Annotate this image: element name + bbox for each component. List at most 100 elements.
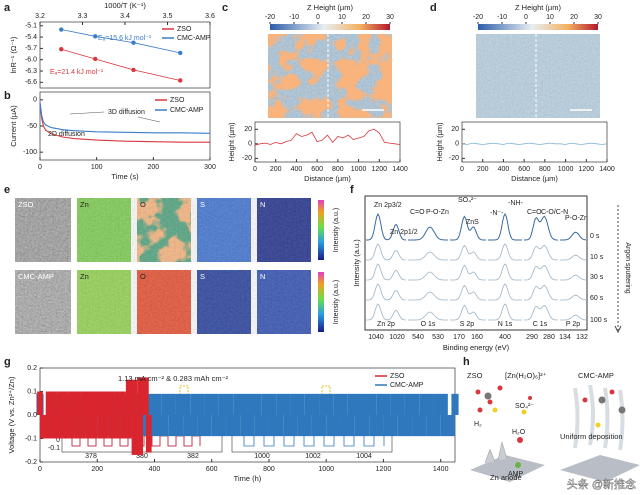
spectrum: [450, 264, 486, 281]
data-line: [254, 128, 401, 146]
bar: [161, 393, 176, 415]
x-tick-label: 530: [432, 334, 444, 341]
bar: [290, 393, 305, 415]
data-point: [59, 46, 64, 52]
bar: [125, 379, 138, 415]
spectrum: [366, 303, 407, 321]
bar: [440, 415, 455, 437]
spectrum: [488, 303, 522, 321]
annotation: 1.13 mA cm⁻² & 0.283 mAh cm⁻²: [118, 374, 229, 383]
colorbar-tick-label: -10: [289, 14, 299, 21]
x-axis-label: Distance (µm): [304, 174, 351, 183]
bar: [168, 415, 184, 437]
inset-tick-label: 1000: [254, 453, 270, 460]
spectrum: [524, 215, 558, 241]
bar: [297, 415, 312, 437]
inset-tick-label: 1002: [305, 453, 321, 460]
colorbar: [318, 272, 324, 332]
bar: [276, 393, 291, 415]
x-tick-label: 600: [311, 166, 323, 173]
x-axis-label: Distance (µm): [511, 174, 558, 183]
y-tick-label: -20: [449, 155, 459, 162]
colorbar: [270, 24, 390, 30]
bar: [218, 393, 234, 415]
spectrum: [560, 254, 586, 261]
bar: [91, 391, 103, 415]
zn-anode: [470, 455, 545, 482]
bar: [390, 393, 405, 415]
schematic-label: [Zn(H₂O)₆]²⁺: [505, 371, 547, 380]
bar: [51, 415, 63, 439]
x-tick-label: 3.4: [120, 13, 130, 20]
schematic-label: SO₄²⁻: [515, 403, 534, 410]
spectrum: [524, 245, 558, 261]
bar: [154, 415, 169, 437]
bar: [397, 415, 413, 437]
bar: [347, 393, 362, 415]
annotation: 2D diffusion: [48, 131, 85, 138]
colorbar-tick-label: 20: [570, 14, 578, 21]
spectrum: [450, 244, 486, 261]
y-tick-label: 20: [451, 126, 459, 133]
bar: [102, 391, 115, 415]
time-label: 60 s: [590, 295, 604, 302]
bar: [247, 393, 262, 415]
bar: [369, 415, 384, 437]
bar: [268, 415, 284, 437]
panel-label: h: [463, 356, 470, 368]
map-label: N: [260, 200, 265, 209]
colorbar-title: Z Height (µm): [515, 3, 561, 12]
spectrum: [560, 231, 587, 241]
x-tick-label: 600: [206, 466, 218, 473]
annotation: Eₐ=15.6 kJ mol⁻¹: [98, 35, 152, 42]
spectrum: [366, 212, 407, 241]
colorbar-tick-label: 0: [524, 14, 528, 21]
y-tick-label: -0.1: [25, 435, 37, 442]
y-tick-label: -50: [27, 123, 37, 130]
panel-label: f: [350, 184, 354, 196]
y-tick-label: -6.0: [25, 57, 37, 64]
x-tick-label: 800: [263, 466, 275, 473]
inset-tick-label: 1004: [356, 453, 372, 460]
bar: [211, 415, 227, 437]
x-tick-label: 200: [270, 166, 282, 173]
map-label: O: [140, 200, 146, 209]
schematic-label: H₂: [474, 421, 482, 428]
schematic-label: H₂O: [512, 429, 526, 436]
bar: [57, 391, 69, 415]
peak-label: C=O: [410, 209, 425, 216]
peak-label: ZnS: [466, 219, 479, 226]
spectrum: [408, 226, 448, 241]
x-tick-label: 170: [453, 334, 465, 341]
region-label: O 1s: [421, 321, 436, 328]
map-texture: [77, 198, 311, 262]
time-label: 100 s: [590, 317, 608, 324]
bar: [145, 415, 152, 453]
region-label: N 1s: [498, 321, 513, 328]
y-tick-label: 20: [244, 126, 252, 133]
bar: [120, 415, 132, 439]
y-tick-label: -6.6: [25, 79, 37, 86]
bar: [340, 415, 355, 437]
bar: [304, 393, 320, 415]
amp: [515, 462, 521, 468]
bar: [226, 415, 241, 437]
legend-label: CMC-AMP: [177, 35, 211, 42]
bar: [204, 393, 219, 415]
bar: [283, 415, 298, 437]
y-axis-label: Current (µA): [9, 105, 18, 147]
y-tick-label: -20: [242, 155, 252, 162]
x-tick-label: 200: [147, 164, 159, 171]
bar: [85, 415, 98, 439]
colorbar-tick-label: -20: [473, 14, 483, 21]
bar: [37, 391, 43, 415]
bar: [376, 393, 391, 415]
data-line: [61, 29, 181, 54]
peak-label: P-O-Zn: [565, 215, 588, 222]
peak-label: C-O/C-N: [541, 209, 568, 216]
bar: [131, 415, 144, 455]
y-tick-label: 0.2: [27, 365, 37, 372]
bar: [333, 393, 348, 415]
colorbar-tick-label: 0: [316, 14, 320, 21]
